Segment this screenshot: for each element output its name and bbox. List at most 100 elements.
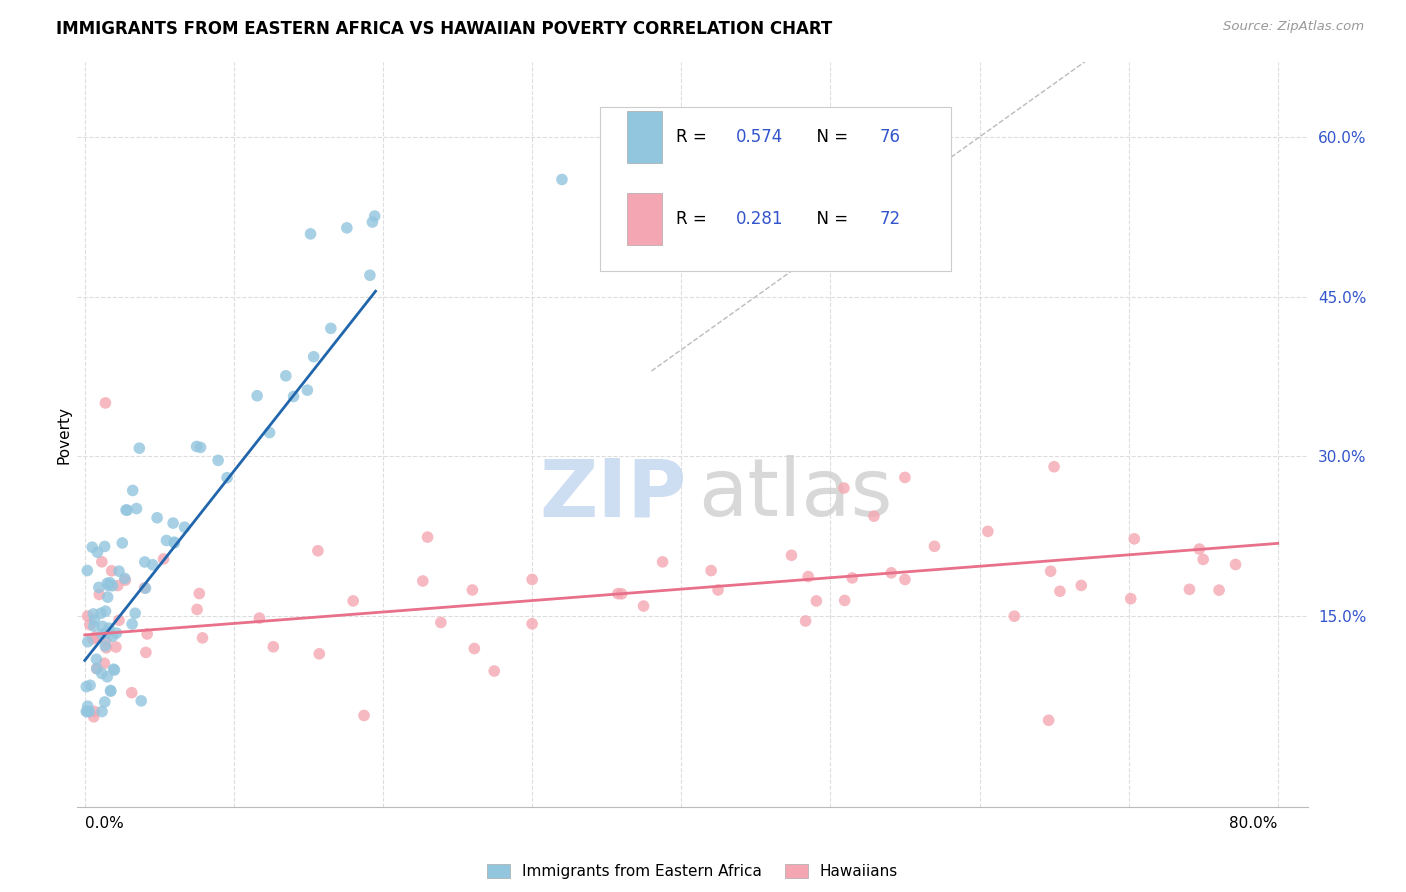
Point bbox=[83, 710, 105, 724]
Point bbox=[520, 573, 543, 587]
Point bbox=[173, 520, 195, 534]
Point bbox=[82, 607, 104, 621]
Point bbox=[1192, 552, 1215, 566]
Point bbox=[246, 389, 269, 403]
Point bbox=[76, 564, 98, 578]
Point bbox=[83, 613, 105, 627]
Point bbox=[98, 621, 121, 635]
Point bbox=[191, 631, 214, 645]
Point bbox=[1043, 459, 1066, 474]
Point bbox=[188, 586, 211, 600]
Point bbox=[97, 590, 120, 604]
Text: atlas: atlas bbox=[699, 456, 893, 533]
Point bbox=[111, 536, 134, 550]
Point bbox=[100, 564, 122, 578]
Point bbox=[520, 616, 543, 631]
Point bbox=[262, 640, 284, 654]
Point bbox=[416, 530, 439, 544]
Point bbox=[707, 582, 730, 597]
Point bbox=[633, 599, 655, 613]
Point bbox=[307, 543, 329, 558]
Point bbox=[94, 634, 117, 648]
Text: N =: N = bbox=[806, 210, 853, 227]
Point bbox=[1049, 584, 1071, 599]
Point bbox=[606, 586, 628, 600]
Point bbox=[76, 634, 98, 648]
Point bbox=[84, 630, 107, 644]
Point bbox=[90, 666, 112, 681]
Point bbox=[96, 640, 118, 655]
Point bbox=[247, 611, 270, 625]
Point bbox=[104, 640, 127, 654]
Point bbox=[163, 535, 186, 549]
Point bbox=[1123, 532, 1146, 546]
Point bbox=[1225, 558, 1247, 572]
Point bbox=[610, 587, 633, 601]
Point bbox=[108, 613, 131, 627]
Point bbox=[361, 215, 384, 229]
Point bbox=[806, 594, 828, 608]
Point bbox=[87, 581, 110, 595]
Point bbox=[551, 172, 574, 186]
Point bbox=[90, 555, 112, 569]
Point bbox=[125, 501, 148, 516]
Point bbox=[101, 579, 124, 593]
Point bbox=[115, 503, 138, 517]
Point bbox=[94, 396, 117, 410]
Point bbox=[283, 389, 305, 403]
Point bbox=[207, 453, 229, 467]
Point bbox=[832, 481, 855, 495]
Point bbox=[107, 578, 129, 592]
Y-axis label: Poverty: Poverty bbox=[56, 406, 72, 464]
Point bbox=[96, 576, 118, 591]
Point bbox=[134, 555, 156, 569]
Text: N =: N = bbox=[806, 128, 853, 146]
Point bbox=[146, 510, 169, 524]
Point bbox=[105, 626, 128, 640]
Point bbox=[83, 619, 105, 633]
Point bbox=[336, 220, 359, 235]
Point bbox=[1178, 582, 1201, 597]
Point bbox=[297, 383, 319, 397]
Point bbox=[794, 614, 817, 628]
Point bbox=[121, 686, 143, 700]
Point bbox=[319, 321, 342, 335]
Point bbox=[115, 503, 138, 517]
Point bbox=[76, 699, 98, 714]
Text: 76: 76 bbox=[880, 128, 900, 146]
Point bbox=[79, 617, 101, 632]
Point bbox=[342, 594, 364, 608]
Text: 0.0%: 0.0% bbox=[84, 816, 124, 830]
Text: Source: ZipAtlas.com: Source: ZipAtlas.com bbox=[1223, 20, 1364, 33]
Point bbox=[484, 664, 506, 678]
Point bbox=[308, 647, 330, 661]
Point bbox=[1119, 591, 1142, 606]
Point bbox=[1070, 578, 1092, 592]
Point bbox=[152, 552, 174, 566]
Point bbox=[162, 516, 184, 530]
FancyBboxPatch shape bbox=[627, 193, 662, 245]
Point bbox=[142, 558, 165, 572]
Point bbox=[302, 350, 325, 364]
Point bbox=[841, 571, 863, 585]
Point bbox=[83, 705, 105, 719]
Text: 72: 72 bbox=[880, 210, 901, 227]
Point bbox=[98, 575, 121, 590]
Point bbox=[363, 209, 385, 223]
Point bbox=[89, 587, 111, 601]
Point bbox=[136, 627, 159, 641]
Text: IMMIGRANTS FROM EASTERN AFRICA VS HAWAIIAN POVERTY CORRELATION CHART: IMMIGRANTS FROM EASTERN AFRICA VS HAWAII… bbox=[56, 20, 832, 37]
Point bbox=[103, 663, 125, 677]
Point bbox=[412, 574, 434, 588]
Point bbox=[93, 540, 115, 554]
Point bbox=[135, 645, 157, 659]
Point bbox=[186, 439, 208, 453]
Point bbox=[299, 227, 322, 241]
FancyBboxPatch shape bbox=[600, 107, 950, 271]
Point bbox=[86, 662, 108, 676]
Point bbox=[430, 615, 453, 630]
Point bbox=[274, 368, 297, 383]
Point bbox=[94, 695, 117, 709]
Point bbox=[834, 593, 856, 607]
Point bbox=[86, 661, 108, 675]
